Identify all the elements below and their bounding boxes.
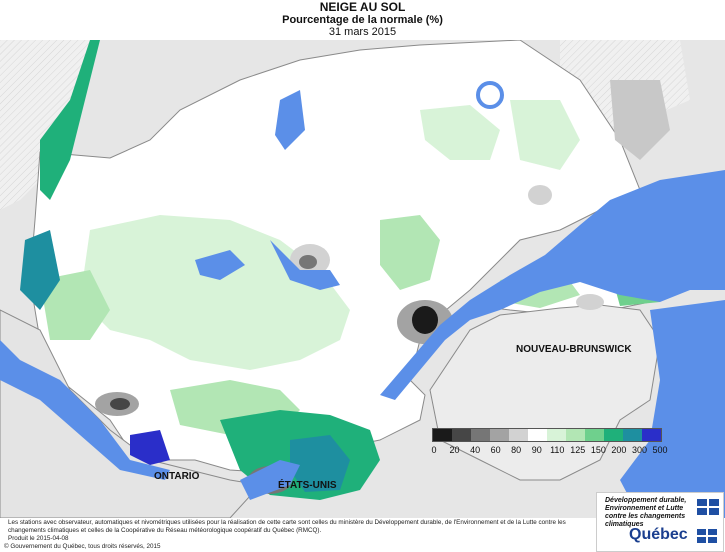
legend-tick-label: 110 bbox=[550, 445, 565, 455]
no-data-region-west bbox=[0, 40, 100, 210]
gov-ministry-text: Développement durable, Environnement et … bbox=[605, 497, 687, 528]
snow-map bbox=[0, 40, 725, 518]
legend-tick-label: 150 bbox=[590, 445, 606, 455]
manicouagan-reservoir bbox=[476, 81, 504, 109]
legend-swatch bbox=[604, 429, 623, 441]
legend-swatch bbox=[547, 429, 566, 441]
legend-swatch bbox=[433, 429, 452, 441]
zone-200-300-west bbox=[40, 40, 100, 200]
map-header: NEIGE AU SOL Pourcentage de la normale (… bbox=[0, 0, 725, 40]
quebec-flag-icon-small bbox=[697, 529, 717, 543]
reservoir-west bbox=[195, 250, 245, 280]
legend-swatch bbox=[623, 429, 642, 441]
quebec-flag-icon bbox=[697, 499, 719, 515]
zone-150-200 bbox=[40, 270, 110, 340]
legend-swatch bbox=[585, 429, 604, 441]
legend-tick-label: 300 bbox=[631, 445, 647, 455]
legend-swatch bbox=[452, 429, 471, 441]
zone-80-east bbox=[528, 185, 552, 205]
footer-note: Les stations avec observateur, automatiq… bbox=[8, 519, 566, 534]
lake-saint-jean bbox=[270, 240, 340, 290]
zone-125-northeast bbox=[510, 100, 580, 170]
map-canvas bbox=[0, 40, 725, 518]
zone-500-ontario bbox=[130, 430, 170, 465]
legend-tick-label: 0 bbox=[431, 445, 437, 455]
map-subtitle: Pourcentage de la normale (%) bbox=[282, 14, 443, 26]
zone-40-central bbox=[299, 255, 317, 269]
zone-125-north bbox=[420, 105, 500, 160]
gov-logo-box: Développement durable, Environnement et … bbox=[596, 492, 724, 552]
legend-tick-label: 40 bbox=[470, 445, 481, 455]
legend-swatch bbox=[471, 429, 490, 441]
label-ontario: ONTARIO bbox=[154, 471, 200, 482]
legend: 0 20 40 60 80 90 110 125 150 200 300 500 bbox=[431, 428, 668, 457]
quebec-logo: Québec bbox=[629, 526, 688, 543]
legend-tick-label: 90 bbox=[531, 445, 542, 455]
footer-produced: Produit le 2015-04-08 bbox=[8, 535, 69, 542]
zone-0-quebec-city bbox=[412, 306, 438, 334]
label-nouveau-brunswick: NOUVEAU-BRUNSWICK bbox=[516, 344, 632, 355]
zone-80-gaspesie-south bbox=[576, 294, 604, 310]
legend-tick-label: 125 bbox=[570, 445, 586, 455]
zone-300-500-west bbox=[20, 230, 60, 310]
legend-swatch bbox=[509, 429, 528, 441]
legend-tick-label: 20 bbox=[449, 445, 460, 455]
zone-150-200-central bbox=[380, 215, 440, 290]
legend-swatch bbox=[528, 429, 547, 441]
lake-memphremagog bbox=[240, 460, 300, 500]
legend-swatch bbox=[566, 429, 585, 441]
st-lawrence-water bbox=[380, 170, 725, 400]
footer-copyright: © Gouvernement du Québec, tous droits ré… bbox=[4, 543, 161, 550]
legend-swatches bbox=[432, 428, 662, 442]
zone-80-labrador bbox=[610, 80, 670, 160]
legend-tick-label: 60 bbox=[490, 445, 501, 455]
legend-swatch bbox=[642, 429, 661, 441]
map-date: 31 mars 2015 bbox=[328, 26, 397, 38]
legend-tick-label: 500 bbox=[652, 445, 668, 455]
zone-20-40-sw bbox=[110, 398, 130, 410]
label-etats-unis: ÉTATS-UNIS bbox=[278, 480, 337, 491]
zone-300-500-south bbox=[290, 435, 350, 492]
legend-swatch bbox=[490, 429, 509, 441]
gulf-water-south bbox=[620, 300, 725, 518]
legend-ticks: 0 20 40 60 80 90 110 125 150 200 300 500 bbox=[431, 445, 667, 457]
legend-tick-label: 80 bbox=[511, 445, 522, 455]
map-title: NEIGE AU SOL bbox=[319, 0, 406, 14]
legend-tick-label: 200 bbox=[611, 445, 627, 455]
ottawa-river-lakes bbox=[0, 340, 170, 480]
reservoir-north bbox=[275, 90, 305, 150]
ontario-land bbox=[0, 309, 261, 518]
